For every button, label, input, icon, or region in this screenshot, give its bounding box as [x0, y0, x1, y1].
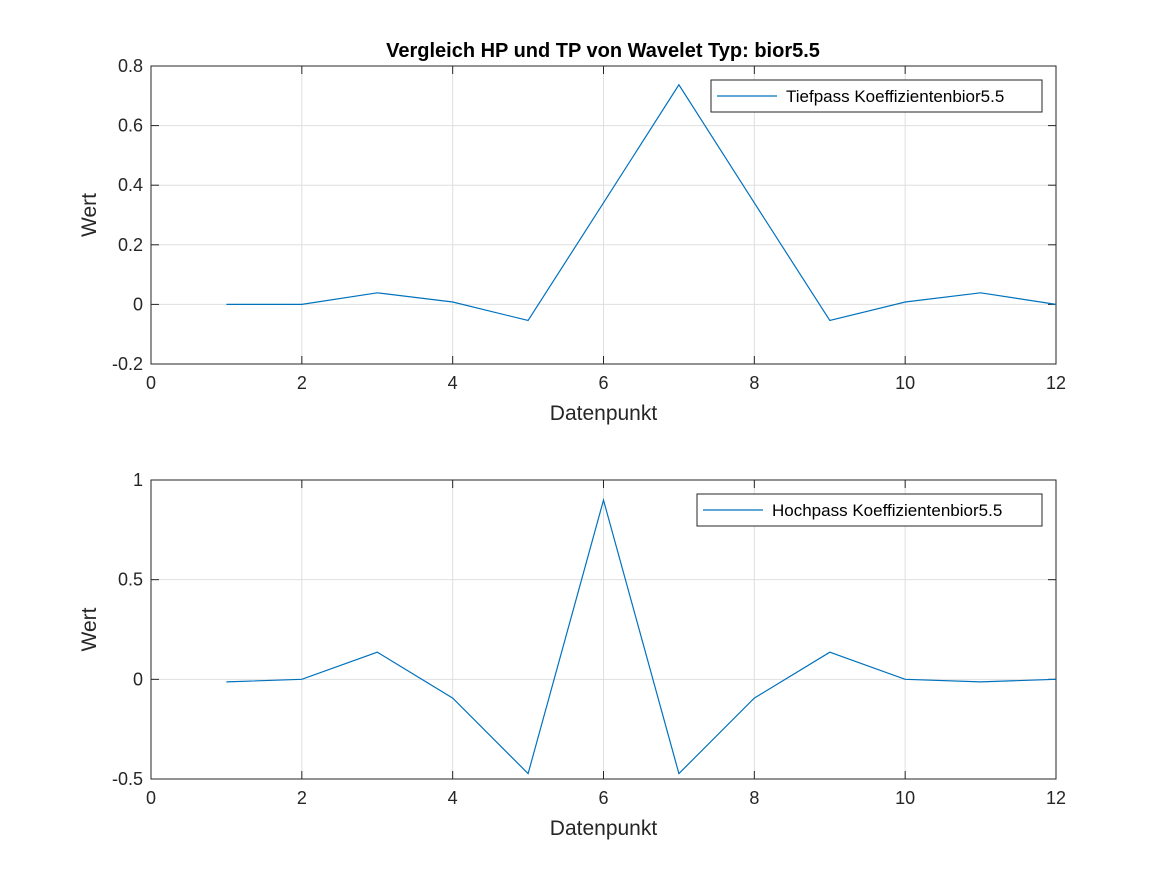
x-tick-label: 4 — [448, 788, 458, 808]
y-tick-label: 1 — [133, 470, 143, 490]
x-axis-label: Datenpunkt — [550, 817, 658, 840]
y-tick-label: -0.2 — [112, 354, 143, 374]
x-axis-label: Datenpunkt — [550, 402, 658, 425]
y-tick-label: 0 — [133, 669, 143, 689]
lowpass-chart: 0 2 4 6 8 10 12-0.200.20.40.60.8DatenpunktWert… — [78, 56, 1066, 425]
legend-label: Hochpass Koeffizientenbior5.5 — [772, 501, 1002, 520]
x-tick-label: 12 — [1046, 788, 1066, 808]
y-tick-label: 0.4 — [118, 175, 143, 195]
series-line — [226, 497, 1057, 775]
x-tick-label: 2 — [297, 788, 307, 808]
x-tick-label: 0 — [146, 373, 156, 393]
y-tick-label: 0.2 — [118, 235, 143, 255]
y-tick-label: 0 — [133, 294, 143, 314]
x-tick-label: 0 — [146, 788, 156, 808]
y-tick-label: 0.8 — [118, 56, 143, 76]
y-tick-label: 0.6 — [118, 116, 143, 136]
y-tick-label: -0.5 — [112, 769, 143, 789]
y-axis-label: Wert — [78, 193, 101, 237]
x-tick-label: 4 — [448, 373, 458, 393]
x-tick-label: 6 — [598, 373, 608, 393]
x-tick-label: 10 — [895, 373, 915, 393]
x-tick-label: 10 — [895, 788, 915, 808]
highpass-chart: 0 2 4 6 8 10 12-0.500.51DatenpunktWertHochpass… — [78, 470, 1066, 840]
y-tick-label: 0.5 — [118, 570, 143, 590]
y-axis-label: Wert — [78, 607, 101, 651]
x-tick-label: 6 — [598, 788, 608, 808]
x-tick-label: 8 — [749, 788, 759, 808]
x-tick-label: 12 — [1046, 373, 1066, 393]
x-tick-label: 2 — [297, 373, 307, 393]
x-tick-label: 8 — [749, 373, 759, 393]
legend-label: Tiefpass Koeffizientenbior5.5 — [786, 87, 1004, 106]
series-line — [226, 83, 1057, 322]
chart-title: Vergleich HP und TP von Wavelet Typ: bio… — [386, 40, 820, 62]
